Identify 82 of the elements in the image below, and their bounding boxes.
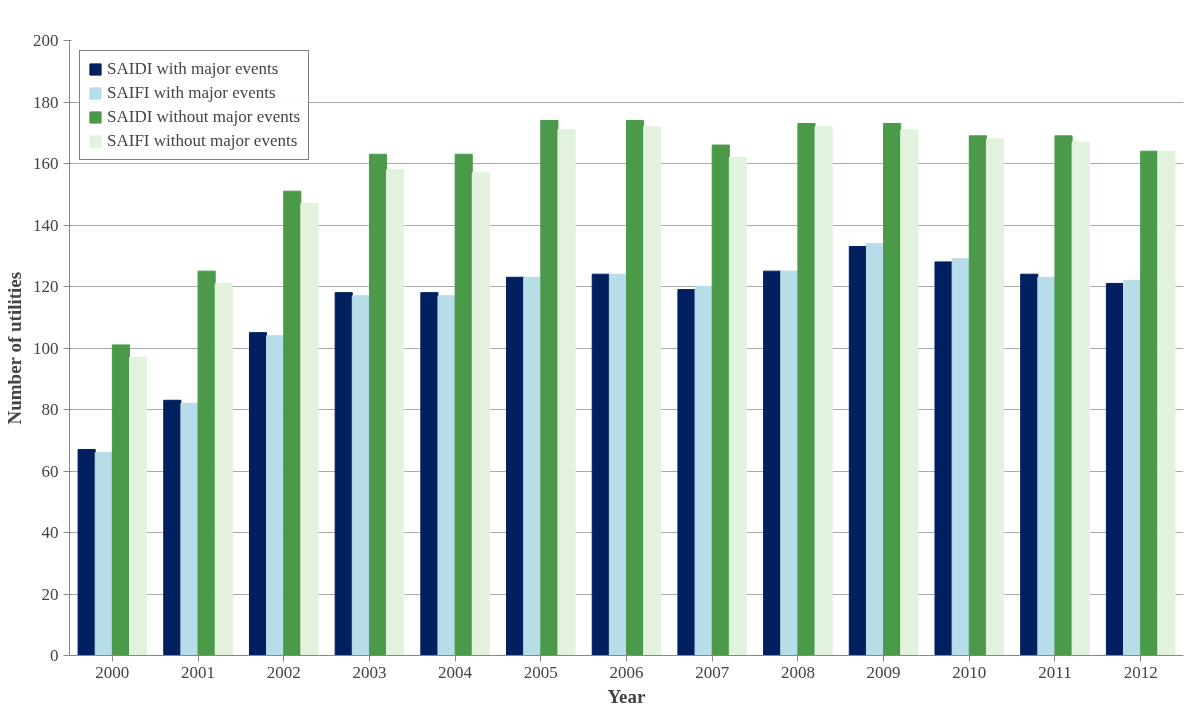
bar bbox=[77, 448, 96, 656]
bar bbox=[557, 129, 576, 656]
bar bbox=[1105, 282, 1125, 656]
x-tick-label: 2003 bbox=[352, 662, 387, 682]
bar bbox=[728, 156, 747, 656]
bar bbox=[283, 190, 302, 656]
bar bbox=[677, 289, 696, 656]
bar bbox=[111, 344, 130, 656]
y-tick-label: 180 bbox=[33, 92, 59, 112]
bar bbox=[1157, 150, 1176, 656]
bar bbox=[1020, 273, 1039, 656]
bar bbox=[1054, 135, 1073, 656]
y-tick-label: 60 bbox=[41, 461, 59, 481]
bar bbox=[626, 119, 645, 656]
x-tick-label: 2004 bbox=[438, 662, 473, 682]
bar bbox=[694, 286, 713, 656]
bar bbox=[180, 402, 199, 656]
bar bbox=[523, 276, 542, 656]
bar bbox=[643, 126, 662, 656]
x-tick-label: 2007 bbox=[695, 662, 730, 682]
bar bbox=[94, 452, 113, 656]
bar bbox=[214, 282, 233, 656]
bar bbox=[437, 295, 456, 656]
bar bbox=[951, 258, 970, 656]
y-axis-title: Number of utilities bbox=[4, 271, 25, 425]
y-tick-label: 80 bbox=[41, 400, 59, 419]
bar bbox=[163, 399, 182, 656]
bar bbox=[780, 270, 799, 656]
bar bbox=[591, 273, 610, 656]
x-tick-label: 2006 bbox=[609, 662, 644, 682]
x-tick-label: 2008 bbox=[780, 662, 815, 682]
y-tick-label: 140 bbox=[33, 215, 59, 235]
bar bbox=[540, 119, 559, 656]
x-tick-label: 2002 bbox=[266, 662, 301, 682]
y-tick-label: 20 bbox=[41, 584, 59, 604]
x-tick-label: 2012 bbox=[1123, 662, 1158, 682]
bar bbox=[968, 135, 987, 656]
bar bbox=[197, 270, 216, 656]
legend-label: SAIDI without major events bbox=[107, 107, 301, 127]
bar bbox=[1037, 276, 1056, 656]
x-tick-label: 2009 bbox=[866, 662, 901, 682]
legend-label: SAIDI with major events bbox=[107, 59, 279, 79]
x-tick-label: 2010 bbox=[952, 662, 987, 682]
y-tick-label: 120 bbox=[33, 277, 59, 296]
x-axis-title: Year bbox=[607, 685, 647, 707]
bar bbox=[763, 270, 782, 656]
bar bbox=[266, 335, 285, 656]
bar bbox=[386, 169, 405, 656]
bar bbox=[608, 273, 627, 656]
bar bbox=[883, 123, 902, 656]
y-tick-label: 100 bbox=[33, 338, 59, 358]
y-tick-label: 200 bbox=[33, 31, 59, 50]
bar bbox=[797, 123, 816, 656]
bar bbox=[711, 144, 730, 656]
bar bbox=[454, 153, 473, 656]
bar bbox=[1071, 141, 1090, 656]
bar bbox=[900, 129, 919, 656]
bar bbox=[1123, 279, 1142, 656]
bar bbox=[351, 295, 370, 656]
x-tick-label: 2001 bbox=[181, 662, 216, 682]
bar bbox=[368, 153, 388, 656]
x-tick-label: 2000 bbox=[95, 662, 130, 682]
bar bbox=[934, 261, 953, 656]
bar bbox=[1140, 150, 1159, 656]
bar bbox=[848, 246, 867, 656]
y-tick-label: 0 bbox=[50, 646, 59, 665]
y-tick-label: 40 bbox=[41, 523, 59, 542]
bar bbox=[985, 138, 1005, 656]
bar bbox=[865, 242, 885, 656]
bar bbox=[248, 332, 268, 656]
bar bbox=[506, 276, 525, 656]
x-tick-label: 2005 bbox=[523, 662, 558, 682]
y-tick-label: 160 bbox=[33, 154, 59, 173]
bar bbox=[814, 126, 833, 656]
x-tick-label: 2011 bbox=[1038, 662, 1072, 682]
legend-label: SAIFI with major events bbox=[107, 83, 276, 103]
bar bbox=[128, 356, 148, 656]
bar bbox=[300, 202, 319, 656]
legend-label: SAIFI without major events bbox=[107, 131, 298, 151]
bar bbox=[334, 292, 353, 656]
bar bbox=[471, 172, 490, 656]
bar bbox=[420, 292, 439, 656]
